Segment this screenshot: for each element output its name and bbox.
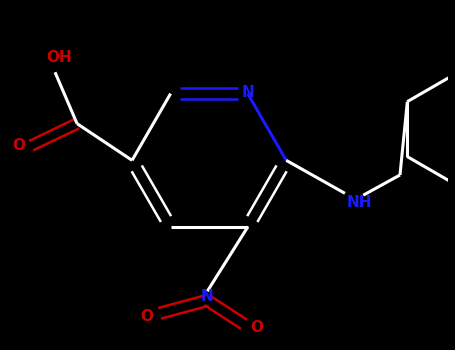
Text: OH: OH [46,50,71,65]
Text: N: N [201,289,214,304]
Text: NH: NH [347,195,372,210]
Text: O: O [140,309,153,324]
Text: O: O [12,138,25,153]
Text: O: O [250,321,263,335]
Text: N: N [241,85,254,100]
